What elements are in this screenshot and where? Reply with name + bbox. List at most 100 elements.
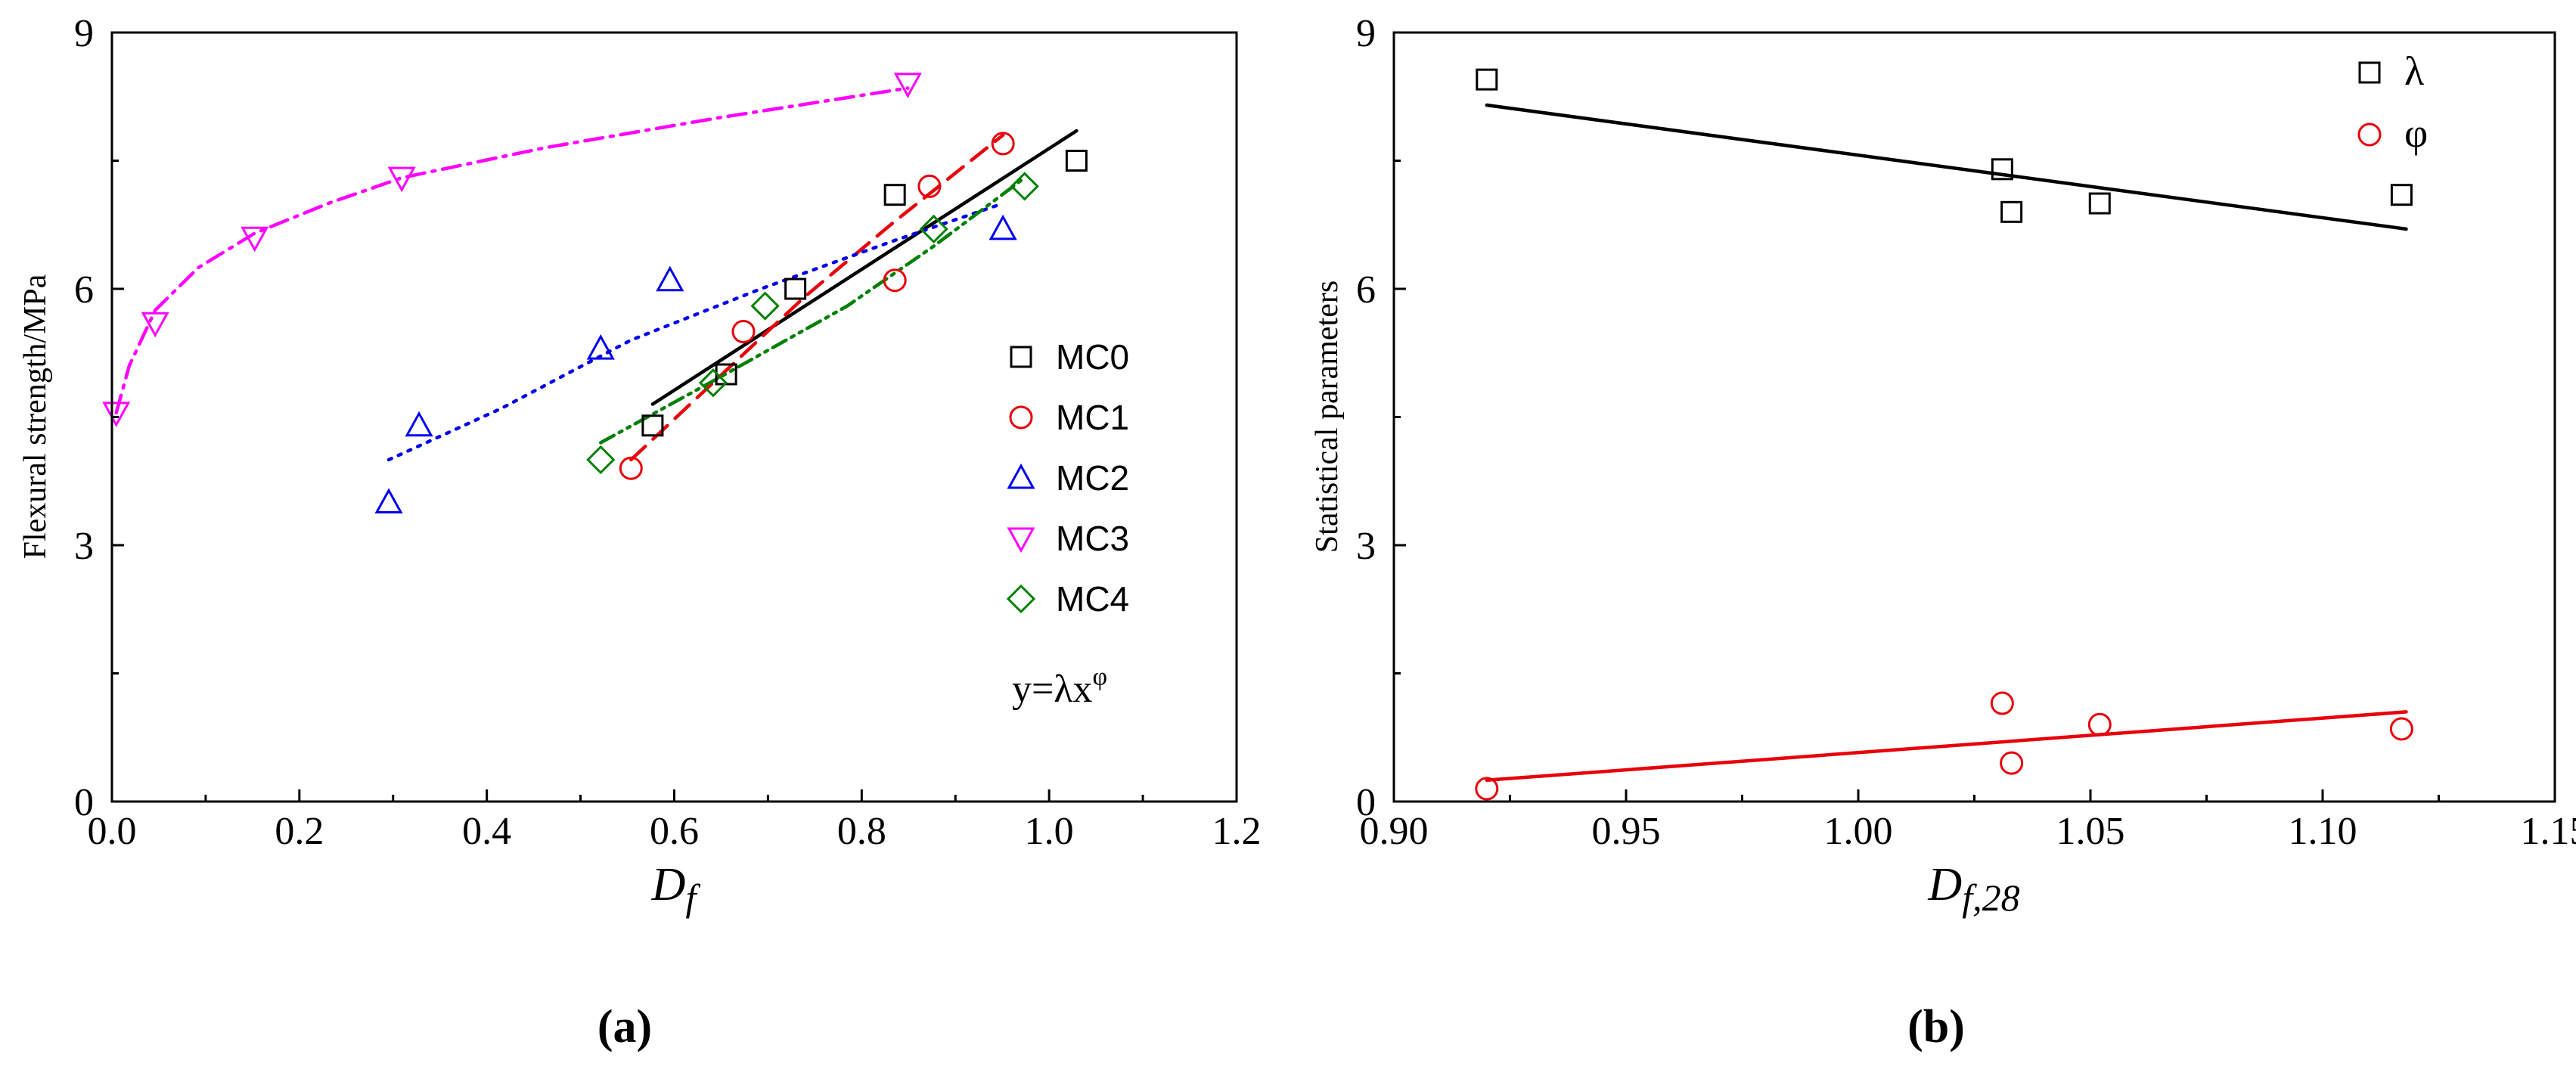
panel-b-ticks: 0.90 0.95 1.00 1.05 1.10 1.15 0 3 6 9 (1356, 12, 2576, 853)
data-point-0-4 (1065, 150, 1088, 172)
data-point-4-3 (919, 214, 948, 244)
x-tick-label: 1.05 (2056, 810, 2125, 853)
data-point-3-1 (141, 312, 169, 338)
data-point-1-4 (991, 132, 1015, 156)
x-tick-label: 1.10 (2289, 810, 2357, 853)
data-point-4-0 (586, 445, 616, 475)
data-point-0-3 (883, 184, 906, 206)
x-tick-label: 0.0 (88, 810, 137, 853)
fit-line-4 (599, 175, 1027, 445)
panel-b-xlabel: Df,28 (1927, 859, 2019, 919)
fit-line-3 (114, 86, 910, 415)
legend-marker-2 (1007, 463, 1035, 489)
data-point-3-2 (241, 226, 269, 253)
fit-line-1 (629, 133, 1005, 462)
x-tick-label: 0.90 (1360, 810, 1429, 853)
data-point-0-0 (641, 414, 664, 437)
panel-a-points (102, 73, 1088, 513)
panel-a-label-text: (a) (597, 1001, 652, 1053)
data-point-0-2 (784, 278, 807, 300)
data-point-3-4 (893, 73, 922, 98)
panel-b-ylabel: Statistical parameters (1310, 281, 1345, 553)
legend-marker-0 (2358, 61, 2381, 84)
panel-a-ticks: 0.0 0.2 0.4 0.6 0.8 1.0 1.2 0 3 6 9 (74, 12, 1262, 853)
data-point-0-0 (1476, 68, 1498, 91)
legend-marker-1 (1009, 405, 1033, 430)
x-tick-label: 1.2 (1212, 810, 1262, 853)
fit-line-0 (650, 129, 1079, 406)
panel-a-equation-sup: φ (1093, 663, 1108, 691)
panel-b-plot-frame (1392, 31, 2556, 803)
data-point-3-3 (387, 166, 416, 193)
y-tick-label: 3 (74, 525, 94, 568)
x-tick-label: 0.6 (650, 810, 699, 853)
data-point-1-1 (1990, 691, 2014, 715)
x-tick-label: 0.95 (1592, 810, 1661, 853)
data-point-1-3 (917, 174, 942, 198)
fit-line-0 (1485, 103, 2408, 231)
legend-marker-0 (1010, 346, 1032, 368)
data-point-2-0 (374, 488, 403, 513)
data-point-2-4 (989, 214, 1017, 240)
data-point-1-2 (883, 268, 907, 293)
y-tick-label: 9 (74, 12, 94, 55)
legend-marker-4 (1006, 584, 1036, 614)
legend-label-1: MC1 (1056, 398, 1129, 437)
panel-a-equation: y=λxφ (1012, 663, 1107, 711)
data-point-0-1 (1991, 158, 2013, 181)
legend-label-2: MC2 (1056, 458, 1129, 498)
panel-a-xlabel-sub: f (685, 876, 700, 919)
data-point-1-4 (2389, 717, 2413, 741)
panel-a-legend: MC0 MC1 MC2 MC3 MC4 (1006, 337, 1129, 619)
legend-marker-3 (1007, 527, 1035, 554)
y-tick-label: 6 (74, 268, 94, 312)
panel-a-label: (a) (597, 1001, 652, 1053)
panel-b-xlabel-sub: f,28 (1962, 876, 2019, 919)
legend-label-4: MC4 (1056, 579, 1129, 619)
x-tick-label: 0.8 (837, 810, 886, 853)
legend-label-0: λ (2404, 48, 2424, 94)
panel-a-xlabel: Df (651, 859, 701, 919)
panel-a-xlabel-main: D (651, 859, 686, 910)
data-point-1-2 (2000, 751, 2024, 775)
panel-b-label-text: (b) (1907, 1001, 1965, 1053)
x-tick-label: 1.0 (1025, 810, 1074, 853)
legend-label-3: MC3 (1056, 519, 1129, 558)
data-point-4-2 (750, 291, 780, 321)
legend-label-1: φ (2404, 110, 2428, 156)
data-point-1-0 (619, 456, 643, 480)
data-point-0-2 (2000, 200, 2023, 223)
panel-b-points (1475, 68, 2413, 801)
x-tick-label: 0.4 (462, 810, 511, 853)
legend-label-0: MC0 (1056, 337, 1129, 377)
data-point-0-4 (2390, 184, 2413, 206)
data-point-4-1 (698, 368, 728, 398)
y-tick-label: 0 (1356, 781, 1376, 824)
y-tick-label: 9 (1356, 12, 1376, 55)
data-point-1-0 (1475, 777, 1499, 801)
panel-b-xlabel-main: D (1927, 859, 1962, 910)
panel-b-label: (b) (1907, 1001, 1965, 1053)
panel-b-fit-lines (1485, 103, 2408, 783)
data-point-2-3 (656, 265, 684, 292)
x-tick-label: 1.00 (1824, 810, 1893, 853)
panel-a-ylabel: Flexural strength/MPa (18, 274, 53, 559)
data-point-3-0 (102, 402, 131, 427)
y-tick-label: 6 (1356, 268, 1376, 312)
legend-marker-1 (2357, 122, 2382, 147)
x-tick-label: 0.2 (275, 810, 324, 853)
fit-line-1 (1485, 710, 2408, 783)
panel-b: 0.90 0.95 1.00 1.05 1.10 1.15 0 3 6 9 λφ Statisti… (1310, 12, 2576, 1053)
fit-line-2 (386, 201, 1005, 462)
data-point-2-2 (586, 333, 615, 360)
y-tick-label: 0 (74, 781, 94, 824)
data-point-4-4 (1010, 172, 1039, 201)
y-tick-label: 3 (1356, 525, 1376, 568)
panel-a-fit-lines (114, 86, 1079, 462)
x-tick-label: 1.15 (2521, 810, 2576, 853)
data-point-0-3 (2088, 192, 2111, 215)
data-point-1-3 (2087, 712, 2112, 737)
panel-b-legend: λφ (2357, 48, 2428, 156)
